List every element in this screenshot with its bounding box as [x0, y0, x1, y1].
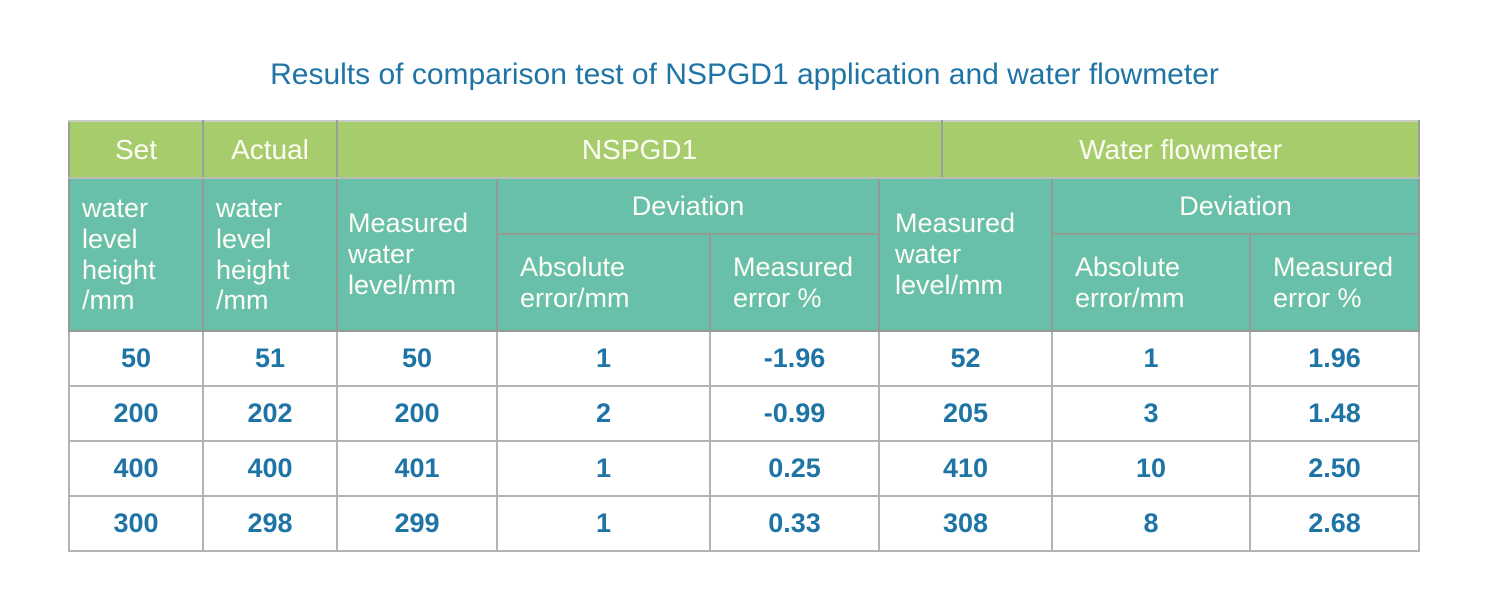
subheader-flowmeter-measured-water-level: Measured water level/mm — [878, 179, 1053, 332]
data-table: water level height /mm water level heigh… — [68, 179, 1420, 552]
data-cell: 3 — [1051, 385, 1251, 442]
subheader-nspgd1-absolute-error: Absolute error/mm — [496, 234, 711, 332]
subheader-flowmeter-deviation: Deviation — [1051, 179, 1420, 235]
header-cell-nspgd1: NSPGD1 — [336, 120, 943, 179]
comparison-table: Set Actual NSPGD1 Water flowmeter water … — [68, 120, 1420, 552]
subheader-nspgd1-measured-error: Measured error % — [709, 234, 880, 332]
data-cell: 1.96 — [1249, 330, 1420, 387]
header-cell-set: Set — [68, 120, 204, 179]
data-cell: 1 — [496, 330, 711, 387]
table-row: 400 400 401 1 0.25 410 10 2.50 — [68, 440, 1420, 497]
subheader-set-water-level: water level height /mm — [68, 179, 204, 332]
data-cell: -1.96 — [709, 330, 880, 387]
data-cell: 50 — [336, 330, 498, 387]
subheader-flowmeter-measured-error: Measured error % — [1249, 234, 1420, 332]
data-cell: 200 — [336, 385, 498, 442]
data-cell: 0.25 — [709, 440, 880, 497]
data-cell: 1 — [496, 495, 711, 552]
subheader-nspgd1-measured-water-level: Measured water level/mm — [336, 179, 498, 332]
data-cell: 205 — [878, 385, 1053, 442]
data-cell: 2.68 — [1249, 495, 1420, 552]
data-cell: 400 — [202, 440, 338, 497]
data-cell: 50 — [68, 330, 204, 387]
table-title: Results of comparison test of NSPGD1 app… — [270, 58, 1219, 91]
data-cell: 0.33 — [709, 495, 880, 552]
subheader-nspgd1-deviation: Deviation — [496, 179, 880, 235]
data-cell: 401 — [336, 440, 498, 497]
data-cell: 299 — [336, 495, 498, 552]
data-cell: 2 — [496, 385, 711, 442]
group-header-row: Set Actual NSPGD1 Water flowmeter — [68, 120, 1420, 179]
data-cell: 1 — [1051, 330, 1251, 387]
data-cell: 1.48 — [1249, 385, 1420, 442]
data-cell: 52 — [878, 330, 1053, 387]
subheader-flowmeter-absolute-error: Absolute error/mm — [1051, 234, 1251, 332]
data-cell: 300 — [68, 495, 204, 552]
data-cell: 1 — [496, 440, 711, 497]
data-cell: 202 — [202, 385, 338, 442]
data-cell: 8 — [1051, 495, 1251, 552]
table-row: 200 202 200 2 -0.99 205 3 1.48 — [68, 385, 1420, 442]
data-cell: 10 — [1051, 440, 1251, 497]
table-row: 300 298 299 1 0.33 308 8 2.68 — [68, 495, 1420, 552]
subheader-actual-water-level: water level height /mm — [202, 179, 338, 332]
data-cell: 308 — [878, 495, 1053, 552]
data-cell: 400 — [68, 440, 204, 497]
data-cell: 2.50 — [1249, 440, 1420, 497]
header-cell-actual: Actual — [202, 120, 338, 179]
data-cell: 200 — [68, 385, 204, 442]
data-cell: 51 — [202, 330, 338, 387]
data-cell: 410 — [878, 440, 1053, 497]
data-cell: -0.99 — [709, 385, 880, 442]
header-cell-water-flowmeter: Water flowmeter — [941, 120, 1420, 179]
data-cell: 298 — [202, 495, 338, 552]
table-row: 50 51 50 1 -1.96 52 1 1.96 — [68, 330, 1420, 387]
